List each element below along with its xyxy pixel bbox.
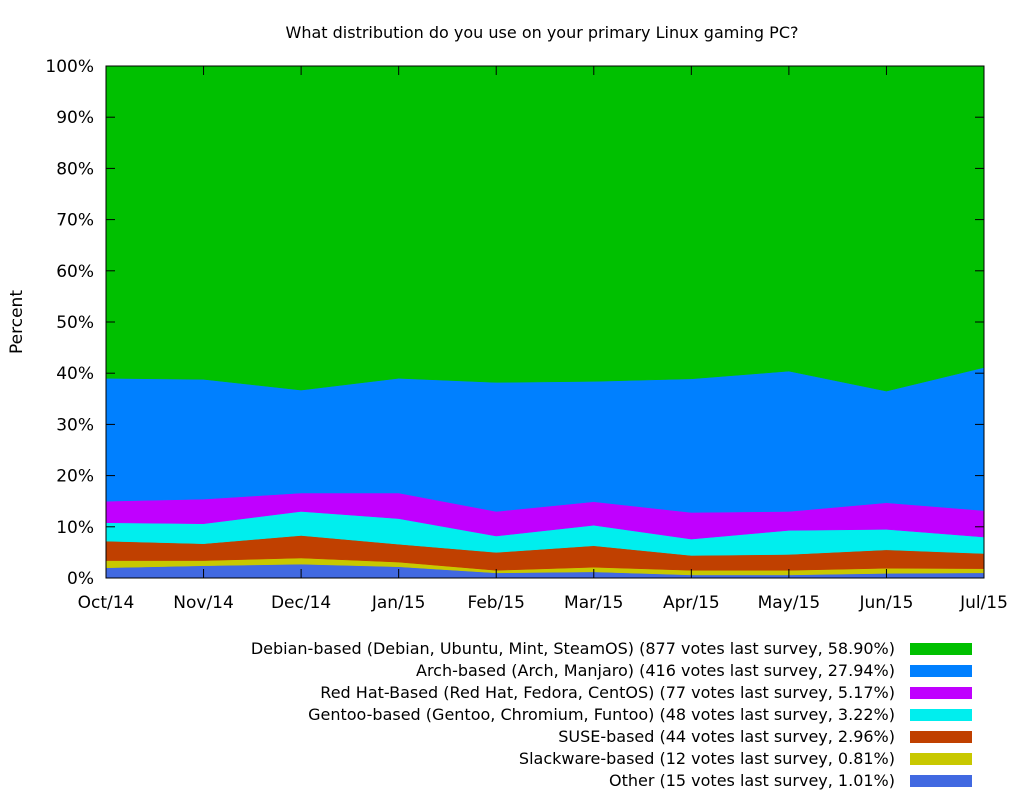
area-layers [105,65,985,579]
y-tick-label: 80% [56,159,94,179]
x-tick-label: Feb/15 [467,593,524,613]
legend-label: Gentoo-based (Gentoo, Chromium, Funtoo) … [308,705,895,724]
x-tick-label: Oct/14 [78,593,135,613]
legend-label: Slackware-based (12 votes last survey, 0… [519,749,895,768]
legend-swatch [910,731,972,743]
plot-frame [105,65,985,579]
x-tick-label: Apr/15 [663,593,720,613]
y-axis-label: Percent [7,290,27,354]
legend-label: Red Hat-Based (Red Hat, Fedora, CentOS) … [320,683,895,702]
y-tick-label: 50% [56,313,94,333]
area-series-6 [105,65,985,392]
y-tick-label: 60% [56,262,94,282]
x-tick-label: Mar/15 [564,593,623,613]
legend-swatch [910,709,972,721]
y-tick-label: 70% [56,211,94,231]
legend-label: SUSE-based (44 votes last survey, 2.96%) [558,727,895,746]
y-tick-label: 90% [56,108,94,128]
x-tick-label: May/15 [758,593,821,613]
legend-swatch [910,775,972,787]
legend-swatch [910,643,972,655]
legend-label: Debian-based (Debian, Ubuntu, Mint, Stea… [251,639,895,658]
x-tick-label: Nov/14 [173,593,234,613]
x-tick-label: Jan/15 [371,593,426,613]
axis-ticks: 0% 10% 20% 30% 40% 50% 60% 70% 80% 90% 100% Oct/14 N… [45,57,1008,613]
legend: Debian-based (Debian, Ubuntu, Mint, Stea… [251,639,972,790]
y-tick-label: 100% [45,57,94,77]
x-tick-label: Jun/15 [858,593,913,613]
legend-label: Arch-based (Arch, Manjaro) (416 votes la… [416,661,895,680]
y-tick-label: 0% [67,569,94,589]
y-tick-label: 20% [56,467,94,487]
y-tick-label: 10% [56,518,94,538]
chart-title: What distribution do you use on your pri… [286,23,799,42]
x-tick-label: Jul/15 [959,593,1008,613]
legend-swatch [910,687,972,699]
y-tick-label: 40% [56,364,94,384]
y-tick-label: 30% [56,415,94,435]
area-series-5 [105,367,985,513]
legend-swatch [910,665,972,677]
x-tick-label: Dec/14 [271,593,331,613]
legend-label: Other (15 votes last survey, 1.01%) [609,771,895,790]
legend-swatch [910,753,972,765]
